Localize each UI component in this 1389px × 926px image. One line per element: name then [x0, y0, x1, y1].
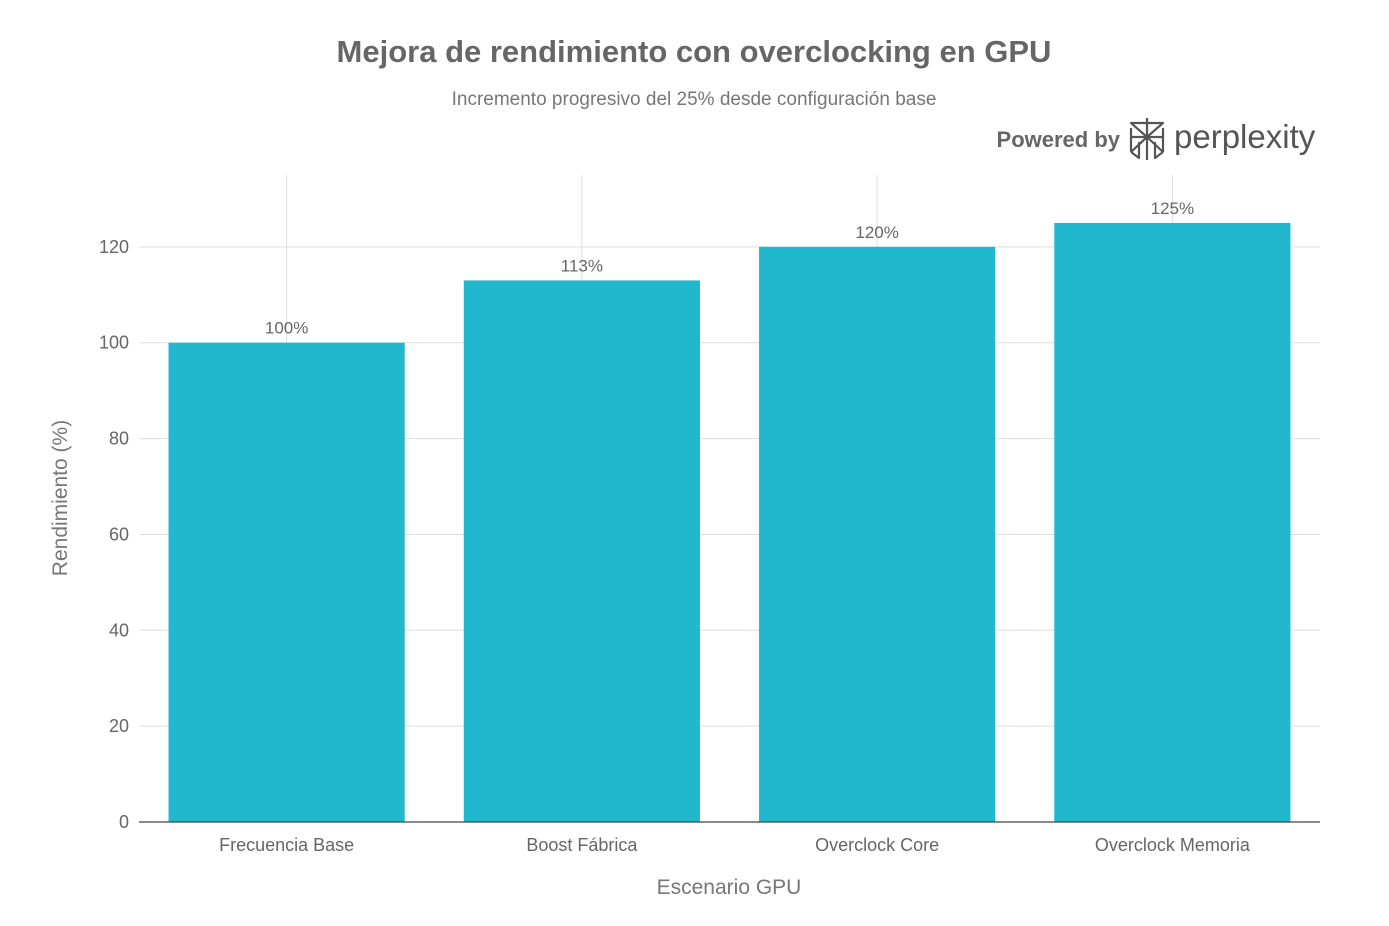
data-labels: 100% 113% 120% 125% — [265, 199, 1194, 338]
chart-subtitle: Incremento progresivo del 25% desde conf… — [452, 89, 937, 110]
x-tick-label: Overclock Memoria — [1095, 835, 1251, 855]
y-tick-label: 100 — [99, 333, 129, 353]
perplexity-wordmark: perplexity — [1174, 118, 1316, 155]
powered-by-text: Powered by — [997, 127, 1121, 152]
branding: Powered by perplexity — [997, 118, 1316, 160]
y-tick-label: 20 — [109, 716, 129, 736]
x-tick-label: Frecuencia Base — [219, 835, 354, 855]
bar — [759, 246, 996, 822]
x-tick-label: Boost Fábrica — [526, 835, 638, 855]
y-tick-label: 120 — [99, 237, 129, 257]
bar-data-label: 120% — [855, 223, 898, 242]
bar-data-label: 125% — [1151, 199, 1194, 218]
x-tick-label: Overclock Core — [815, 835, 939, 855]
y-tick-label: 40 — [109, 620, 129, 640]
bar — [168, 342, 405, 822]
bar-data-label: 100% — [265, 319, 308, 338]
perplexity-logo-icon — [1129, 118, 1165, 160]
bar-data-label: 113% — [561, 256, 603, 275]
x-axis-title: Escenario GPU — [657, 876, 802, 899]
y-axis-ticks: 0 20 40 60 80 100 120 — [99, 237, 129, 832]
y-tick-label: 80 — [109, 429, 129, 449]
bar — [463, 280, 700, 823]
y-axis-title: Rendimiento (%) — [49, 420, 72, 576]
bars — [168, 222, 1291, 823]
y-tick-label: 60 — [109, 524, 129, 544]
bar — [1054, 222, 1291, 823]
y-tick-label: 0 — [119, 812, 129, 832]
chart-title: Mejora de rendimiento con overclocking e… — [337, 34, 1052, 69]
x-axis-ticks: Frecuencia Base Boost Fábrica Overclock Co… — [219, 835, 1251, 855]
